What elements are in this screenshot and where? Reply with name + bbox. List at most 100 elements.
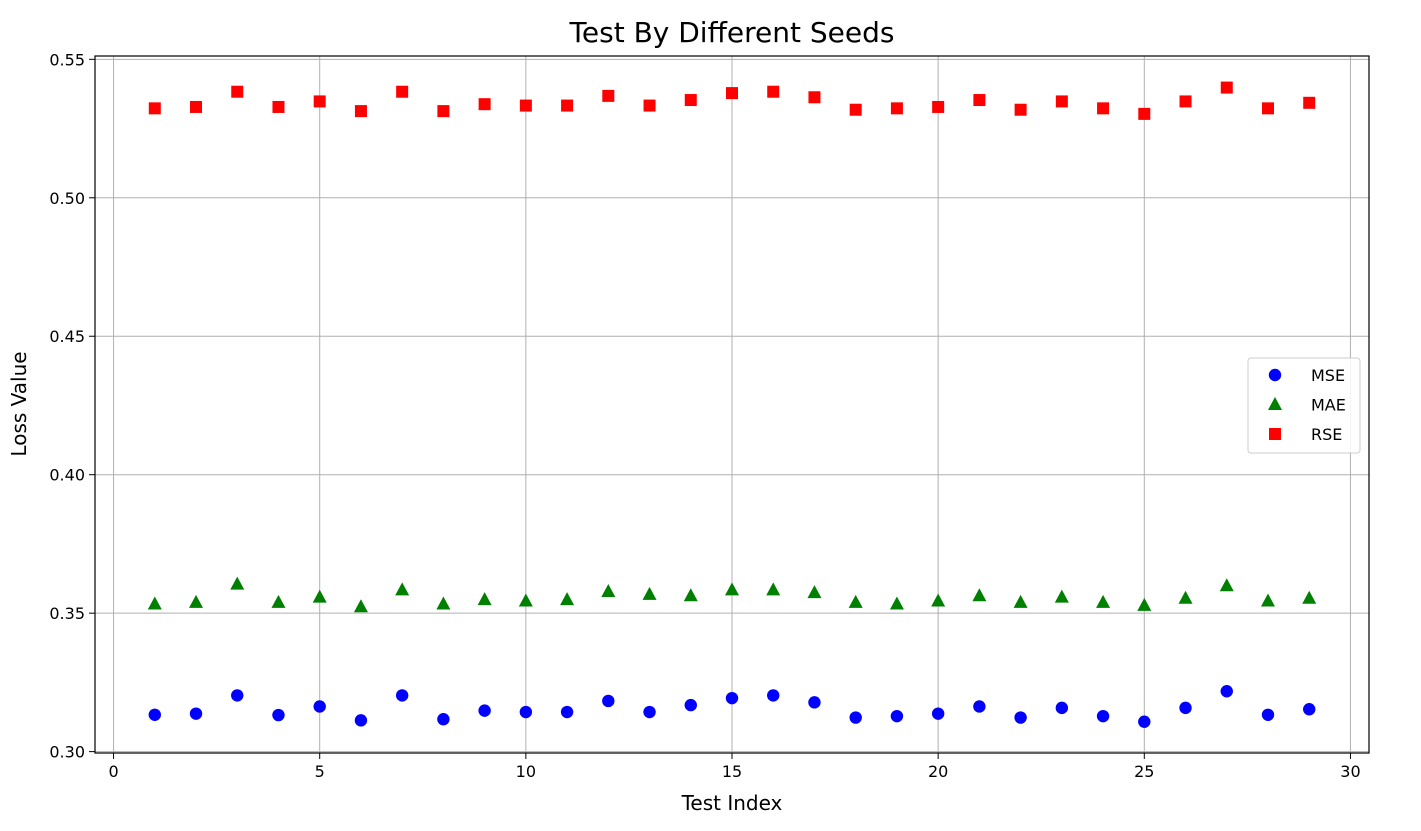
rse-point bbox=[1138, 107, 1151, 120]
mse-point bbox=[395, 689, 409, 702]
mae-point bbox=[1013, 594, 1028, 608]
rse-point bbox=[272, 100, 285, 113]
rse-point bbox=[1303, 96, 1316, 109]
rse-point bbox=[519, 99, 532, 112]
mse-point bbox=[931, 707, 945, 720]
mae-point bbox=[889, 596, 904, 610]
mse-point bbox=[437, 713, 450, 726]
rse-point bbox=[354, 105, 367, 118]
mse-point bbox=[1179, 701, 1192, 715]
rse-point bbox=[1014, 103, 1027, 116]
mse-point bbox=[189, 707, 203, 720]
mae-point bbox=[1054, 589, 1069, 603]
rse-point bbox=[602, 89, 615, 102]
mae-point bbox=[353, 599, 368, 613]
legend-marker-rse bbox=[1269, 428, 1281, 440]
grid-lines bbox=[95, 56, 1369, 753]
mse-point bbox=[272, 708, 285, 722]
mse-point bbox=[767, 689, 780, 702]
mae-point bbox=[230, 576, 245, 590]
mse-point bbox=[725, 691, 739, 705]
y-tick-label: 0.50 bbox=[49, 189, 85, 208]
mse-point bbox=[643, 705, 656, 719]
mae-point bbox=[848, 594, 863, 608]
mae-point bbox=[518, 593, 533, 607]
rse-point bbox=[849, 103, 862, 116]
y-tick-label: 0.40 bbox=[49, 466, 85, 485]
mse-point bbox=[354, 714, 368, 727]
rse-point bbox=[1261, 102, 1274, 115]
x-tick-label: 30 bbox=[1340, 762, 1360, 781]
rse-point bbox=[148, 102, 161, 115]
rse-point bbox=[973, 94, 986, 107]
y-tick-label: 0.35 bbox=[49, 604, 85, 623]
y-tick-label: 0.30 bbox=[49, 743, 85, 762]
rse-point bbox=[231, 85, 244, 98]
mae-point bbox=[1137, 597, 1152, 611]
mae-point bbox=[1260, 593, 1275, 607]
mse-point bbox=[1055, 701, 1069, 715]
rse-point bbox=[437, 105, 450, 118]
mae-point bbox=[683, 588, 698, 602]
rse-point bbox=[890, 102, 903, 115]
mse-point bbox=[1138, 715, 1151, 728]
rse-point bbox=[1220, 81, 1233, 94]
rse-point bbox=[396, 85, 409, 98]
legend-label-rse: RSE bbox=[1311, 425, 1342, 444]
legend-label-mae: MAE bbox=[1311, 396, 1346, 415]
x-tick-label: 25 bbox=[1134, 762, 1154, 781]
chart-legend: MSE MAE RSE bbox=[1247, 357, 1361, 454]
mae-point bbox=[807, 585, 822, 599]
x-tick-label: 0 bbox=[108, 762, 118, 781]
x-tick-label: 20 bbox=[928, 762, 948, 781]
rse-point bbox=[808, 91, 821, 104]
mse-point bbox=[1261, 708, 1275, 721]
rse-point bbox=[767, 85, 780, 98]
mae-point bbox=[725, 582, 739, 596]
mae-point bbox=[395, 582, 410, 596]
mse-point bbox=[313, 700, 326, 713]
mae-point bbox=[931, 593, 946, 607]
mae-point bbox=[147, 596, 162, 610]
mse-point bbox=[231, 689, 244, 702]
mse-point bbox=[890, 709, 904, 723]
legend-entries: MSE MAE RSE bbox=[1268, 366, 1346, 444]
y-axis-label: Loss Value bbox=[7, 351, 31, 456]
plot-markers bbox=[147, 81, 1317, 728]
x-tick-label: 15 bbox=[722, 762, 742, 781]
rse-point bbox=[932, 100, 945, 113]
mae-point bbox=[271, 594, 286, 608]
mse-point bbox=[973, 700, 986, 713]
axis-ticks: 0 5 10 15 20 25 30 0.30 0.35 0.40 0.45 0.50 0.55 bbox=[49, 50, 1360, 781]
mae-point bbox=[436, 596, 451, 610]
chart-title: Test By Different Seeds bbox=[569, 16, 895, 49]
legend-marker-mae bbox=[1268, 397, 1282, 410]
mae-point bbox=[766, 582, 781, 596]
mse-point bbox=[1096, 709, 1110, 723]
mae-point bbox=[642, 586, 657, 600]
rse-point bbox=[643, 99, 656, 112]
x-tick-label: 10 bbox=[516, 762, 536, 781]
mse-point bbox=[1014, 711, 1027, 724]
mse-point bbox=[148, 708, 161, 721]
mse-point bbox=[808, 696, 821, 709]
x-axis-label: Test Index bbox=[681, 791, 783, 815]
rse-point bbox=[313, 95, 326, 108]
mse-point bbox=[1303, 703, 1316, 716]
rse-point bbox=[478, 98, 491, 111]
mse-point bbox=[849, 711, 862, 724]
rse-point bbox=[190, 100, 203, 113]
rse-point bbox=[1055, 95, 1068, 108]
mae-point bbox=[189, 594, 204, 608]
mse-point bbox=[684, 698, 697, 712]
rse-point bbox=[726, 87, 738, 100]
mae-point bbox=[972, 588, 987, 602]
mae-point bbox=[601, 584, 616, 598]
mae-point bbox=[560, 592, 575, 606]
mae-point bbox=[477, 592, 492, 606]
mae-point bbox=[1178, 590, 1193, 604]
mse-point bbox=[519, 705, 533, 719]
mse-point bbox=[478, 704, 491, 717]
